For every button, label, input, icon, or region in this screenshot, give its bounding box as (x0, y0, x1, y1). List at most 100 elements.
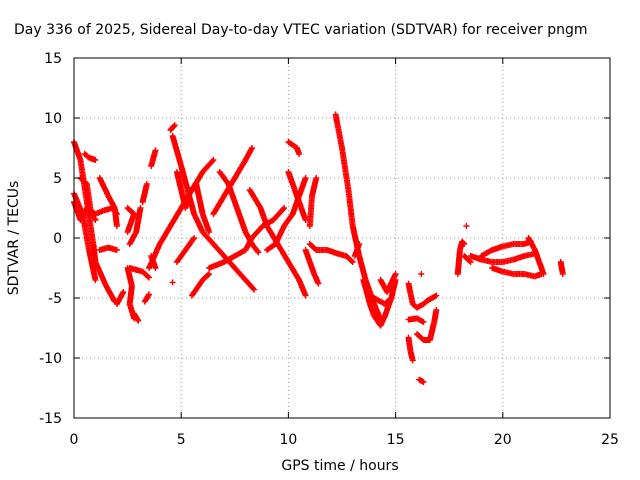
data-point (148, 253, 155, 259)
series-t18 (148, 253, 159, 271)
data-point (210, 157, 217, 163)
y-tick-label: 10 (44, 111, 62, 127)
series-t53 (489, 265, 545, 280)
y-tick-label: 5 (53, 171, 62, 187)
series-t35 (306, 241, 356, 265)
data-point (349, 259, 356, 265)
data-point (77, 175, 89, 186)
data-point (86, 247, 99, 282)
data-point (216, 169, 231, 186)
data-point (540, 271, 547, 277)
series-t34 (302, 247, 322, 287)
data-point (242, 146, 255, 163)
data-point (126, 283, 135, 306)
data-point (71, 139, 83, 162)
data-point (191, 211, 205, 234)
data-point (499, 256, 515, 265)
data-point (264, 241, 278, 253)
x-tick-label: 5 (177, 432, 186, 448)
data-point (467, 259, 474, 265)
data-point (125, 211, 137, 234)
data-point (332, 111, 345, 150)
y-tick-labels: -15 -10 -5 0 5 10 15 (39, 51, 62, 427)
y-axis-label: SDTVAR / TECUs (6, 181, 22, 296)
data-point (231, 265, 248, 282)
data-point (343, 253, 355, 264)
data-point (249, 145, 255, 151)
data-point (298, 205, 308, 222)
data-point (454, 248, 463, 277)
data-point (281, 205, 288, 211)
grid-lines (74, 58, 610, 418)
data-point (135, 206, 144, 223)
data-point (113, 247, 120, 253)
series-t22 (173, 235, 198, 265)
data-point (199, 229, 216, 246)
data-point (255, 249, 262, 256)
data-point (113, 223, 120, 229)
data-point (420, 298, 430, 307)
data-point (309, 176, 319, 199)
series-t42 (405, 280, 440, 311)
series-t5 (81, 151, 99, 163)
series-t15 (139, 181, 150, 205)
data-point (210, 241, 227, 258)
series-t13 (126, 265, 152, 281)
data-point (463, 223, 470, 229)
x-tick-label: 15 (387, 432, 405, 448)
data-point (156, 224, 173, 247)
data-point (137, 205, 144, 211)
data-point (88, 211, 98, 222)
data-point (418, 271, 425, 277)
data-point (392, 277, 399, 283)
data-point (461, 253, 473, 264)
series-t19 (169, 279, 176, 286)
data-point (178, 163, 191, 192)
data-point (199, 158, 216, 175)
series-t54 (525, 235, 547, 277)
data-point (559, 271, 566, 277)
data-point (478, 247, 494, 259)
series-t44 (405, 334, 416, 364)
x-tick-label: 10 (279, 432, 297, 448)
series-t17 (148, 147, 159, 169)
data-point (356, 253, 369, 282)
data-point (459, 238, 467, 247)
data-point (557, 259, 566, 276)
data-point (431, 308, 440, 325)
data-point (291, 187, 304, 210)
data-point (92, 277, 99, 283)
series-t20 (167, 122, 178, 133)
series-t36 (332, 111, 384, 323)
data-point (188, 278, 205, 299)
data-point (251, 286, 258, 293)
x-tick-label: 20 (494, 432, 512, 448)
data-point (392, 271, 399, 277)
data-points (71, 111, 566, 385)
data-point (339, 145, 352, 192)
data-point (356, 241, 363, 247)
data-point (206, 271, 213, 277)
x-tick-label: 0 (70, 432, 79, 448)
series-t9 (124, 205, 137, 235)
data-point (173, 248, 188, 265)
series-t12 (131, 310, 142, 324)
y-tick-label: -5 (48, 291, 62, 307)
data-point (242, 277, 257, 292)
series-t4 (77, 175, 99, 223)
series-t46 (416, 376, 427, 385)
data-point (414, 331, 426, 342)
data-point (405, 334, 414, 354)
data-point (92, 217, 99, 223)
data-point (272, 224, 287, 247)
series-t7 (96, 244, 120, 253)
series-t51 (467, 250, 538, 265)
data-point (191, 235, 198, 241)
series-t31 (285, 139, 303, 157)
axis-ticks (73, 57, 611, 419)
data-point (257, 205, 270, 228)
series-t41 (381, 277, 399, 319)
chart-title: Day 336 of 2025, Sidereal Day-to-day VTE… (14, 22, 588, 38)
data-point (206, 229, 213, 235)
